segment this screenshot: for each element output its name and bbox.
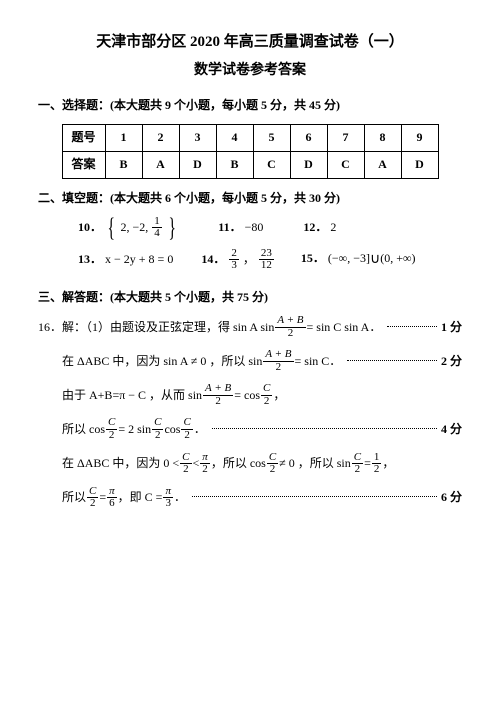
table-answer-label: 答案: [62, 151, 105, 178]
text: ，即 C =: [118, 488, 163, 507]
text: = sin C sin A．: [307, 318, 382, 337]
doc-subtitle: 数学试卷参考答案: [38, 60, 462, 82]
col-num: 2: [142, 124, 179, 151]
dot-leader: [347, 360, 437, 361]
union-icon: ∪: [370, 252, 380, 267]
text: 所以: [62, 488, 86, 507]
fill-num: 15．: [301, 251, 325, 265]
q16-line-4: 所以 cos C2 = 2 sin C2 cos C2 ． 4 分: [62, 417, 462, 441]
q16-line-3: 由于 A+B=π − C ，从而 sin A + B2 = cos C2 ，: [62, 383, 462, 407]
col-num: 5: [253, 124, 290, 151]
col-num: 9: [401, 124, 438, 151]
section-2-head: 二、填空题：(本大题共 6 个小题，每小题 5 分，共 30 分): [38, 189, 462, 208]
col-num: 8: [364, 124, 401, 151]
fill-val: (0, +∞): [380, 251, 415, 265]
col-num: 3: [179, 124, 216, 151]
text: = 2 sin: [118, 420, 151, 439]
fill-val: (−∞, −3]: [328, 251, 370, 265]
ans-cell: D: [179, 151, 216, 178]
fill-11: 11． −80: [218, 218, 263, 237]
text: ．: [194, 420, 206, 439]
fill-14: 14． 23 ， 2312: [201, 248, 275, 272]
score: 4 分: [441, 420, 462, 439]
doc-title: 天津市部分区 2020 年高三质量调查试卷（一）: [38, 30, 462, 54]
fill-10: 10． { 2, −2, 14 }: [78, 216, 178, 240]
score: 2 分: [441, 352, 462, 371]
fill-row-2: 13． x − 2y + 8 = 0 14． 23 ， 2312 15． (−∞…: [78, 248, 462, 272]
left-brace-icon: {: [108, 219, 115, 237]
text: = sin C．: [295, 352, 342, 371]
fill-row-1: 10． { 2, −2, 14 } 11． −80 12． 2: [78, 216, 462, 240]
text: ，: [273, 386, 285, 405]
ans-cell: D: [401, 151, 438, 178]
ans-cell: C: [253, 151, 290, 178]
text: ，所以 cos: [211, 454, 266, 473]
q16-line-5: 在 ΔABC 中，因为 0 < C2 < π2 ，所以 cos C2 ≠ 0 ，…: [62, 452, 462, 476]
section-1-head: 一、选择题：(本大题共 9 个小题，每小题 5 分，共 45 分): [38, 96, 462, 115]
q16-line-1: 16．解：（1）由题设及正弦定理，得 sin A sin A + B2 = si…: [38, 315, 462, 339]
score: 6 分: [441, 488, 462, 507]
text: ，: [382, 454, 394, 473]
fill-num: 13．: [78, 252, 102, 266]
fill-val: 2, −2,: [121, 220, 152, 234]
text: ≠ 0 ，所以 sin: [279, 454, 351, 473]
q16-line-2: 在 ΔABC 中，因为 sin A ≠ 0 ，所以 sin A + B2 = s…: [62, 349, 462, 373]
ans-cell: A: [142, 151, 179, 178]
text: =: [364, 454, 371, 473]
table-row: 题号 1 2 3 4 5 6 7 8 9: [62, 124, 438, 151]
page: 天津市部分区 2020 年高三质量调查试卷（一） 数学试卷参考答案 一、选择题：…: [0, 0, 500, 540]
fill-num: 10．: [78, 220, 102, 234]
text: 在 ΔABC 中，因为 sin A ≠ 0 ，所以 sin: [62, 352, 262, 371]
col-num: 1: [105, 124, 142, 151]
score: 1 分: [441, 318, 462, 337]
fill-num: 12．: [303, 220, 327, 234]
col-num: 7: [327, 124, 364, 151]
fill-val: −80: [245, 220, 264, 234]
text: cos: [164, 420, 180, 439]
fill-val: 2: [330, 220, 336, 234]
table-row: 答案 B A D B C D C A D: [62, 151, 438, 178]
answer-table: 题号 1 2 3 4 5 6 7 8 9 答案 B A D B C D C A …: [62, 124, 439, 179]
col-num: 4: [216, 124, 253, 151]
text: = cos: [234, 386, 260, 405]
dot-leader: [192, 496, 437, 497]
col-num: 6: [290, 124, 327, 151]
text: 所以 cos: [62, 420, 105, 439]
fill-12: 12． 2: [303, 218, 336, 237]
text: 16．解：（1）由题设及正弦定理，得 sin A sin: [38, 318, 274, 337]
text: <: [193, 454, 200, 473]
fill-val: x − 2y + 8 = 0: [105, 252, 173, 266]
sep: ，: [243, 252, 255, 266]
section-3-head: 三、解答题：(本大题共 5 个小题，共 75 分): [38, 288, 462, 307]
text: ．: [174, 488, 186, 507]
right-brace-icon: }: [168, 219, 175, 237]
ans-cell: A: [364, 151, 401, 178]
fill-15: 15． (−∞, −3]∪(0, +∞): [301, 249, 416, 271]
table-header-label: 题号: [62, 124, 105, 151]
q16-line-6: 所以 C2 = π6 ，即 C = π3 ． 6 分: [62, 486, 462, 510]
text: 由于 A+B=π − C ，从而 sin: [62, 386, 202, 405]
fill-num: 11．: [218, 220, 241, 234]
ans-cell: D: [290, 151, 327, 178]
ans-cell: B: [216, 151, 253, 178]
fill-13: 13． x − 2y + 8 = 0: [78, 250, 173, 269]
text: 在 ΔABC 中，因为 0 <: [62, 454, 179, 473]
ans-cell: B: [105, 151, 142, 178]
fill-num: 14．: [201, 252, 225, 266]
ans-cell: C: [327, 151, 364, 178]
dot-leader: [212, 428, 437, 429]
dot-leader: [387, 326, 437, 327]
text: =: [99, 488, 106, 507]
